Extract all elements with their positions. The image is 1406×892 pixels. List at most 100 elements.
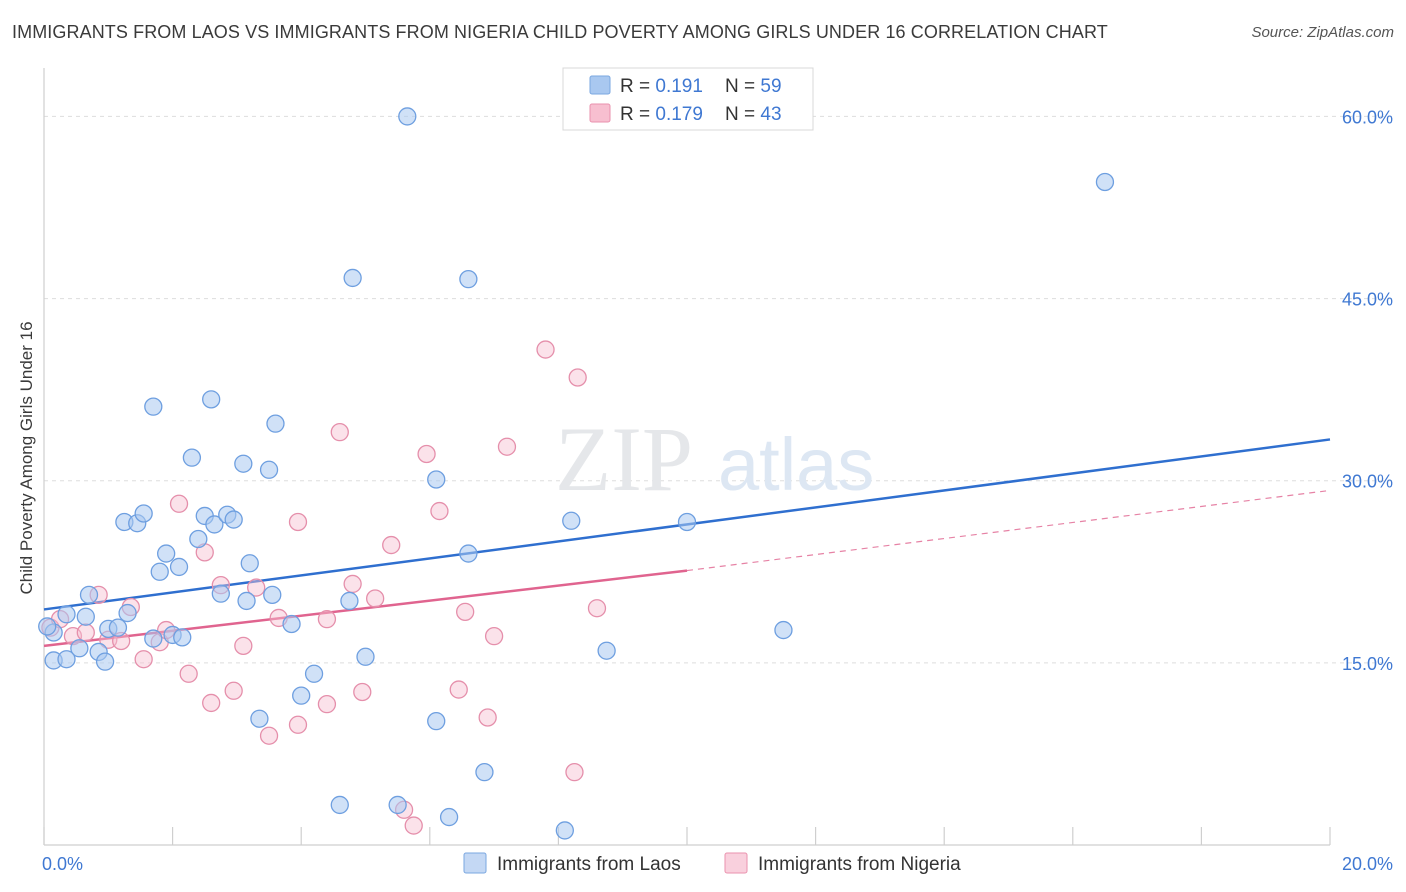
nigeria-point: [353, 682, 372, 702]
laos-point: [144, 629, 163, 648]
zipatlas-watermark: ZIP atlas: [555, 408, 874, 510]
laos-point: [205, 515, 224, 534]
laos-point: [70, 639, 89, 658]
laos-point: [292, 686, 311, 705]
laos-series-label: Immigrants from Laos: [497, 854, 681, 875]
nigeria-point: [288, 715, 308, 734]
laos-point: [774, 620, 793, 640]
nigeria-point: [224, 681, 243, 700]
laos-point: [234, 454, 253, 473]
y-tick-label: 60.0%: [1342, 107, 1393, 127]
laos-point: [259, 460, 279, 479]
laos-point: [211, 584, 230, 603]
laos-point: [202, 390, 221, 409]
series-legend: Immigrants from Laos Immigrants from Nig…: [463, 852, 961, 875]
nigeria-r-value: 0.179: [655, 104, 703, 125]
watermark-zip: ZIP: [555, 408, 693, 510]
laos-point: [157, 544, 176, 563]
nigeria-point: [317, 609, 337, 629]
laos-point: [76, 607, 95, 626]
nigeria-point: [417, 444, 436, 464]
nigeria-point: [568, 368, 587, 387]
laos-point: [398, 107, 417, 126]
laos-point: [427, 711, 446, 731]
laos-point: [266, 414, 285, 433]
nigeria-point: [330, 422, 349, 442]
laos-point: [459, 544, 478, 563]
y-tick-label: 45.0%: [1342, 290, 1393, 310]
nigeria-n-label: N =: [725, 104, 760, 125]
laos-r-value: 0.191: [655, 76, 703, 97]
y-tick-label: 30.0%: [1342, 472, 1393, 492]
nigeria-point: [76, 623, 95, 642]
laos-n-value: 59: [760, 76, 781, 97]
laos-point: [182, 448, 202, 467]
laos-point: [562, 511, 581, 530]
y-tick-labels: 15.0% 30.0% 45.0% 60.0%: [1342, 107, 1393, 673]
laos-point: [304, 664, 324, 683]
chart-title: IMMIGRANTS FROM LAOS VS IMMIGRANTS FROM …: [12, 22, 1108, 42]
nigeria-point: [365, 589, 385, 608]
source-credit: Source: ZipAtlas.com: [1251, 24, 1394, 41]
nigeria-r-label: R =: [620, 104, 655, 125]
nigeria-point: [484, 626, 504, 646]
y-axis-label: Child Poverty Among Girls Under 16: [17, 321, 36, 594]
laos-point: [439, 807, 459, 827]
nigeria-trend-extension: [686, 489, 1331, 572]
nigeria-series-swatch: [724, 852, 748, 874]
laos-point: [169, 557, 189, 577]
laos-point: [79, 585, 99, 605]
laos-point: [108, 618, 128, 637]
laos-points: [38, 107, 1115, 840]
nigeria-point: [565, 762, 584, 782]
laos-point: [282, 614, 301, 634]
nigeria-point: [247, 578, 266, 597]
laos-point: [343, 268, 362, 288]
laos-point: [57, 605, 76, 624]
nigeria-point: [430, 501, 449, 521]
nigeria-point: [259, 726, 279, 745]
nigeria-series-label: Immigrants from Nigeria: [758, 854, 961, 875]
svg-text:R = 0.191: R = 0.191: [620, 76, 703, 97]
svg-text:R = 0.179: R = 0.179: [620, 104, 703, 125]
nigeria-point: [404, 816, 423, 835]
laos-point: [57, 650, 76, 669]
laos-point: [427, 470, 446, 489]
nigeria-point: [343, 574, 362, 594]
nigeria-point: [478, 708, 497, 727]
laos-r-label: R =: [620, 76, 655, 97]
laos-point: [1095, 172, 1115, 192]
nigeria-point: [234, 636, 253, 656]
laos-point: [340, 591, 359, 611]
nigeria-point: [456, 602, 475, 622]
laos-point: [173, 628, 192, 647]
laos-point: [597, 641, 616, 660]
laos-legend-swatch: [589, 75, 611, 95]
svg-text:N = 59: N = 59: [725, 76, 782, 97]
x-tick-labels: 0.0% 20.0%: [42, 854, 1393, 874]
laos-n-label: N =: [725, 76, 760, 97]
y-tick-label: 15.0%: [1342, 654, 1393, 674]
svg-text:N = 43: N = 43: [725, 104, 782, 125]
nigeria-point: [317, 694, 337, 714]
laos-point: [38, 617, 57, 636]
nigeria-point: [202, 693, 221, 713]
x-tick-label: 20.0%: [1342, 854, 1393, 874]
laos-point: [189, 529, 208, 549]
laos-point: [388, 795, 407, 815]
nigeria-point: [179, 664, 198, 683]
laos-point: [555, 821, 574, 840]
watermark-atlas: atlas: [718, 423, 874, 506]
laos-point: [118, 603, 137, 623]
laos-point: [677, 512, 697, 532]
nigeria-point: [587, 599, 607, 618]
laos-point: [459, 269, 478, 289]
laos-point: [250, 709, 269, 728]
laos-point: [263, 585, 282, 605]
laos-point: [356, 647, 375, 666]
gridlines: [44, 115, 1395, 664]
nigeria-point: [382, 535, 401, 555]
nigeria-points: [41, 340, 607, 835]
laos-point: [150, 562, 169, 581]
